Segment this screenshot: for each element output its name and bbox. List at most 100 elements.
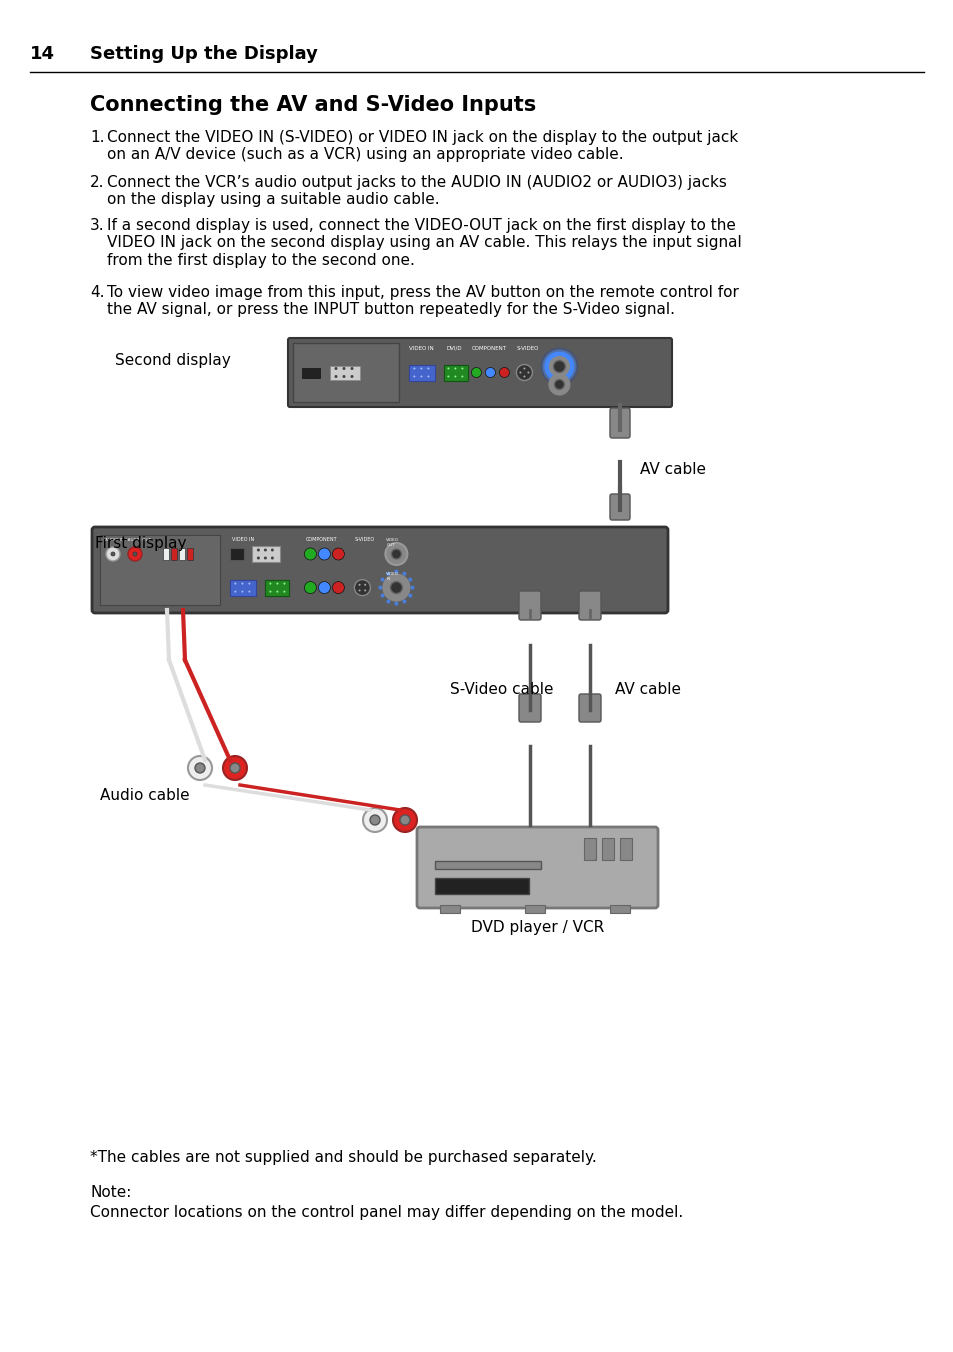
Circle shape — [234, 583, 236, 584]
FancyBboxPatch shape — [288, 338, 671, 407]
Bar — [524, 904, 544, 913]
Circle shape — [271, 557, 274, 560]
Bar — [609, 904, 629, 913]
Circle shape — [461, 368, 463, 369]
Circle shape — [523, 376, 525, 377]
Circle shape — [427, 368, 429, 369]
Circle shape — [408, 577, 412, 581]
Circle shape — [276, 591, 278, 592]
FancyBboxPatch shape — [578, 591, 600, 621]
Text: AUDIO IN / AUDIO OUT: AUDIO IN / AUDIO OUT — [105, 538, 151, 542]
FancyBboxPatch shape — [609, 408, 629, 438]
Text: AV cable: AV cable — [639, 462, 705, 477]
Circle shape — [269, 591, 271, 592]
Text: VIDEO
OUT: VIDEO OUT — [386, 538, 399, 546]
Text: *The cables are not supplied and should be purchased separately.: *The cables are not supplied and should … — [90, 1151, 597, 1165]
Circle shape — [358, 584, 360, 585]
FancyBboxPatch shape — [416, 827, 658, 909]
Circle shape — [194, 763, 205, 773]
Circle shape — [188, 756, 212, 780]
Text: 14: 14 — [30, 45, 55, 64]
Circle shape — [402, 599, 406, 603]
Circle shape — [234, 591, 236, 592]
Text: Connect the VIDEO IN (S-VIDEO) or VIDEO IN jack on the display to the output jac: Connect the VIDEO IN (S-VIDEO) or VIDEO … — [107, 130, 738, 162]
Text: VIDEO
IN: VIDEO IN — [386, 572, 399, 580]
Circle shape — [283, 591, 285, 592]
Circle shape — [256, 557, 259, 560]
Text: VIDEO IN: VIDEO IN — [409, 346, 434, 352]
Text: S-VIDEO: S-VIDEO — [354, 537, 375, 542]
Bar — [163, 548, 169, 560]
Text: Connector locations on the control panel may differ depending on the model.: Connector locations on the control panel… — [90, 1205, 682, 1220]
Circle shape — [132, 552, 137, 556]
Bar — [444, 365, 468, 380]
Text: 1.: 1. — [90, 130, 105, 145]
Text: To view video image from this input, press the AV button on the remote control f: To view video image from this input, pre… — [107, 285, 739, 318]
Circle shape — [386, 572, 390, 576]
Circle shape — [485, 368, 495, 377]
Bar — [187, 548, 193, 560]
Circle shape — [248, 591, 250, 592]
Bar — [602, 838, 614, 860]
Circle shape — [378, 585, 382, 589]
Bar — [302, 368, 319, 377]
Circle shape — [106, 548, 120, 561]
Circle shape — [380, 577, 384, 581]
Bar — [100, 535, 220, 604]
Circle shape — [399, 815, 410, 825]
Circle shape — [410, 585, 414, 589]
Text: If a second display is used, connect the VIDEO-OUT jack on the first display to : If a second display is used, connect the… — [107, 218, 741, 268]
Text: VIDEO IN: VIDEO IN — [233, 537, 254, 542]
Circle shape — [332, 581, 344, 594]
Bar — [584, 838, 596, 860]
Circle shape — [230, 763, 240, 773]
Text: Audio cable: Audio cable — [100, 788, 190, 803]
Circle shape — [241, 591, 243, 592]
Bar — [179, 548, 185, 560]
Circle shape — [304, 581, 316, 594]
Circle shape — [383, 575, 409, 600]
Bar — [435, 861, 540, 869]
Circle shape — [420, 368, 422, 369]
Bar — [293, 343, 399, 402]
Circle shape — [358, 589, 360, 591]
Circle shape — [350, 375, 354, 379]
Circle shape — [549, 375, 569, 395]
Bar — [231, 580, 256, 596]
Circle shape — [523, 368, 525, 369]
FancyBboxPatch shape — [518, 694, 540, 722]
Text: Connect the VCR’s audio output jacks to the AUDIO IN (AUDIO2 or AUDIO3) jacks
on: Connect the VCR’s audio output jacks to … — [107, 174, 726, 207]
Circle shape — [402, 572, 406, 576]
Circle shape — [363, 808, 387, 831]
FancyBboxPatch shape — [91, 527, 667, 612]
Circle shape — [408, 594, 412, 598]
Circle shape — [271, 549, 274, 552]
Circle shape — [385, 544, 407, 565]
Circle shape — [111, 552, 115, 556]
Bar — [439, 904, 459, 913]
Circle shape — [391, 549, 401, 558]
Circle shape — [264, 549, 267, 552]
Circle shape — [390, 581, 402, 594]
Circle shape — [276, 583, 278, 584]
Circle shape — [393, 808, 416, 831]
Circle shape — [394, 602, 398, 606]
Circle shape — [527, 372, 529, 373]
Circle shape — [554, 380, 564, 389]
Text: 2.: 2. — [90, 174, 105, 191]
Text: S-VIDEO: S-VIDEO — [516, 346, 538, 352]
Bar — [330, 365, 359, 380]
Circle shape — [335, 375, 337, 379]
Circle shape — [332, 548, 344, 560]
Circle shape — [269, 583, 271, 584]
Circle shape — [264, 557, 267, 560]
Circle shape — [547, 354, 571, 379]
Circle shape — [128, 548, 142, 561]
Text: Note:: Note: — [90, 1184, 132, 1201]
Bar — [619, 838, 632, 860]
Text: 3.: 3. — [90, 218, 105, 233]
Circle shape — [364, 584, 366, 585]
Circle shape — [256, 549, 259, 552]
Text: DVI/D: DVI/D — [446, 346, 461, 352]
Circle shape — [318, 581, 330, 594]
